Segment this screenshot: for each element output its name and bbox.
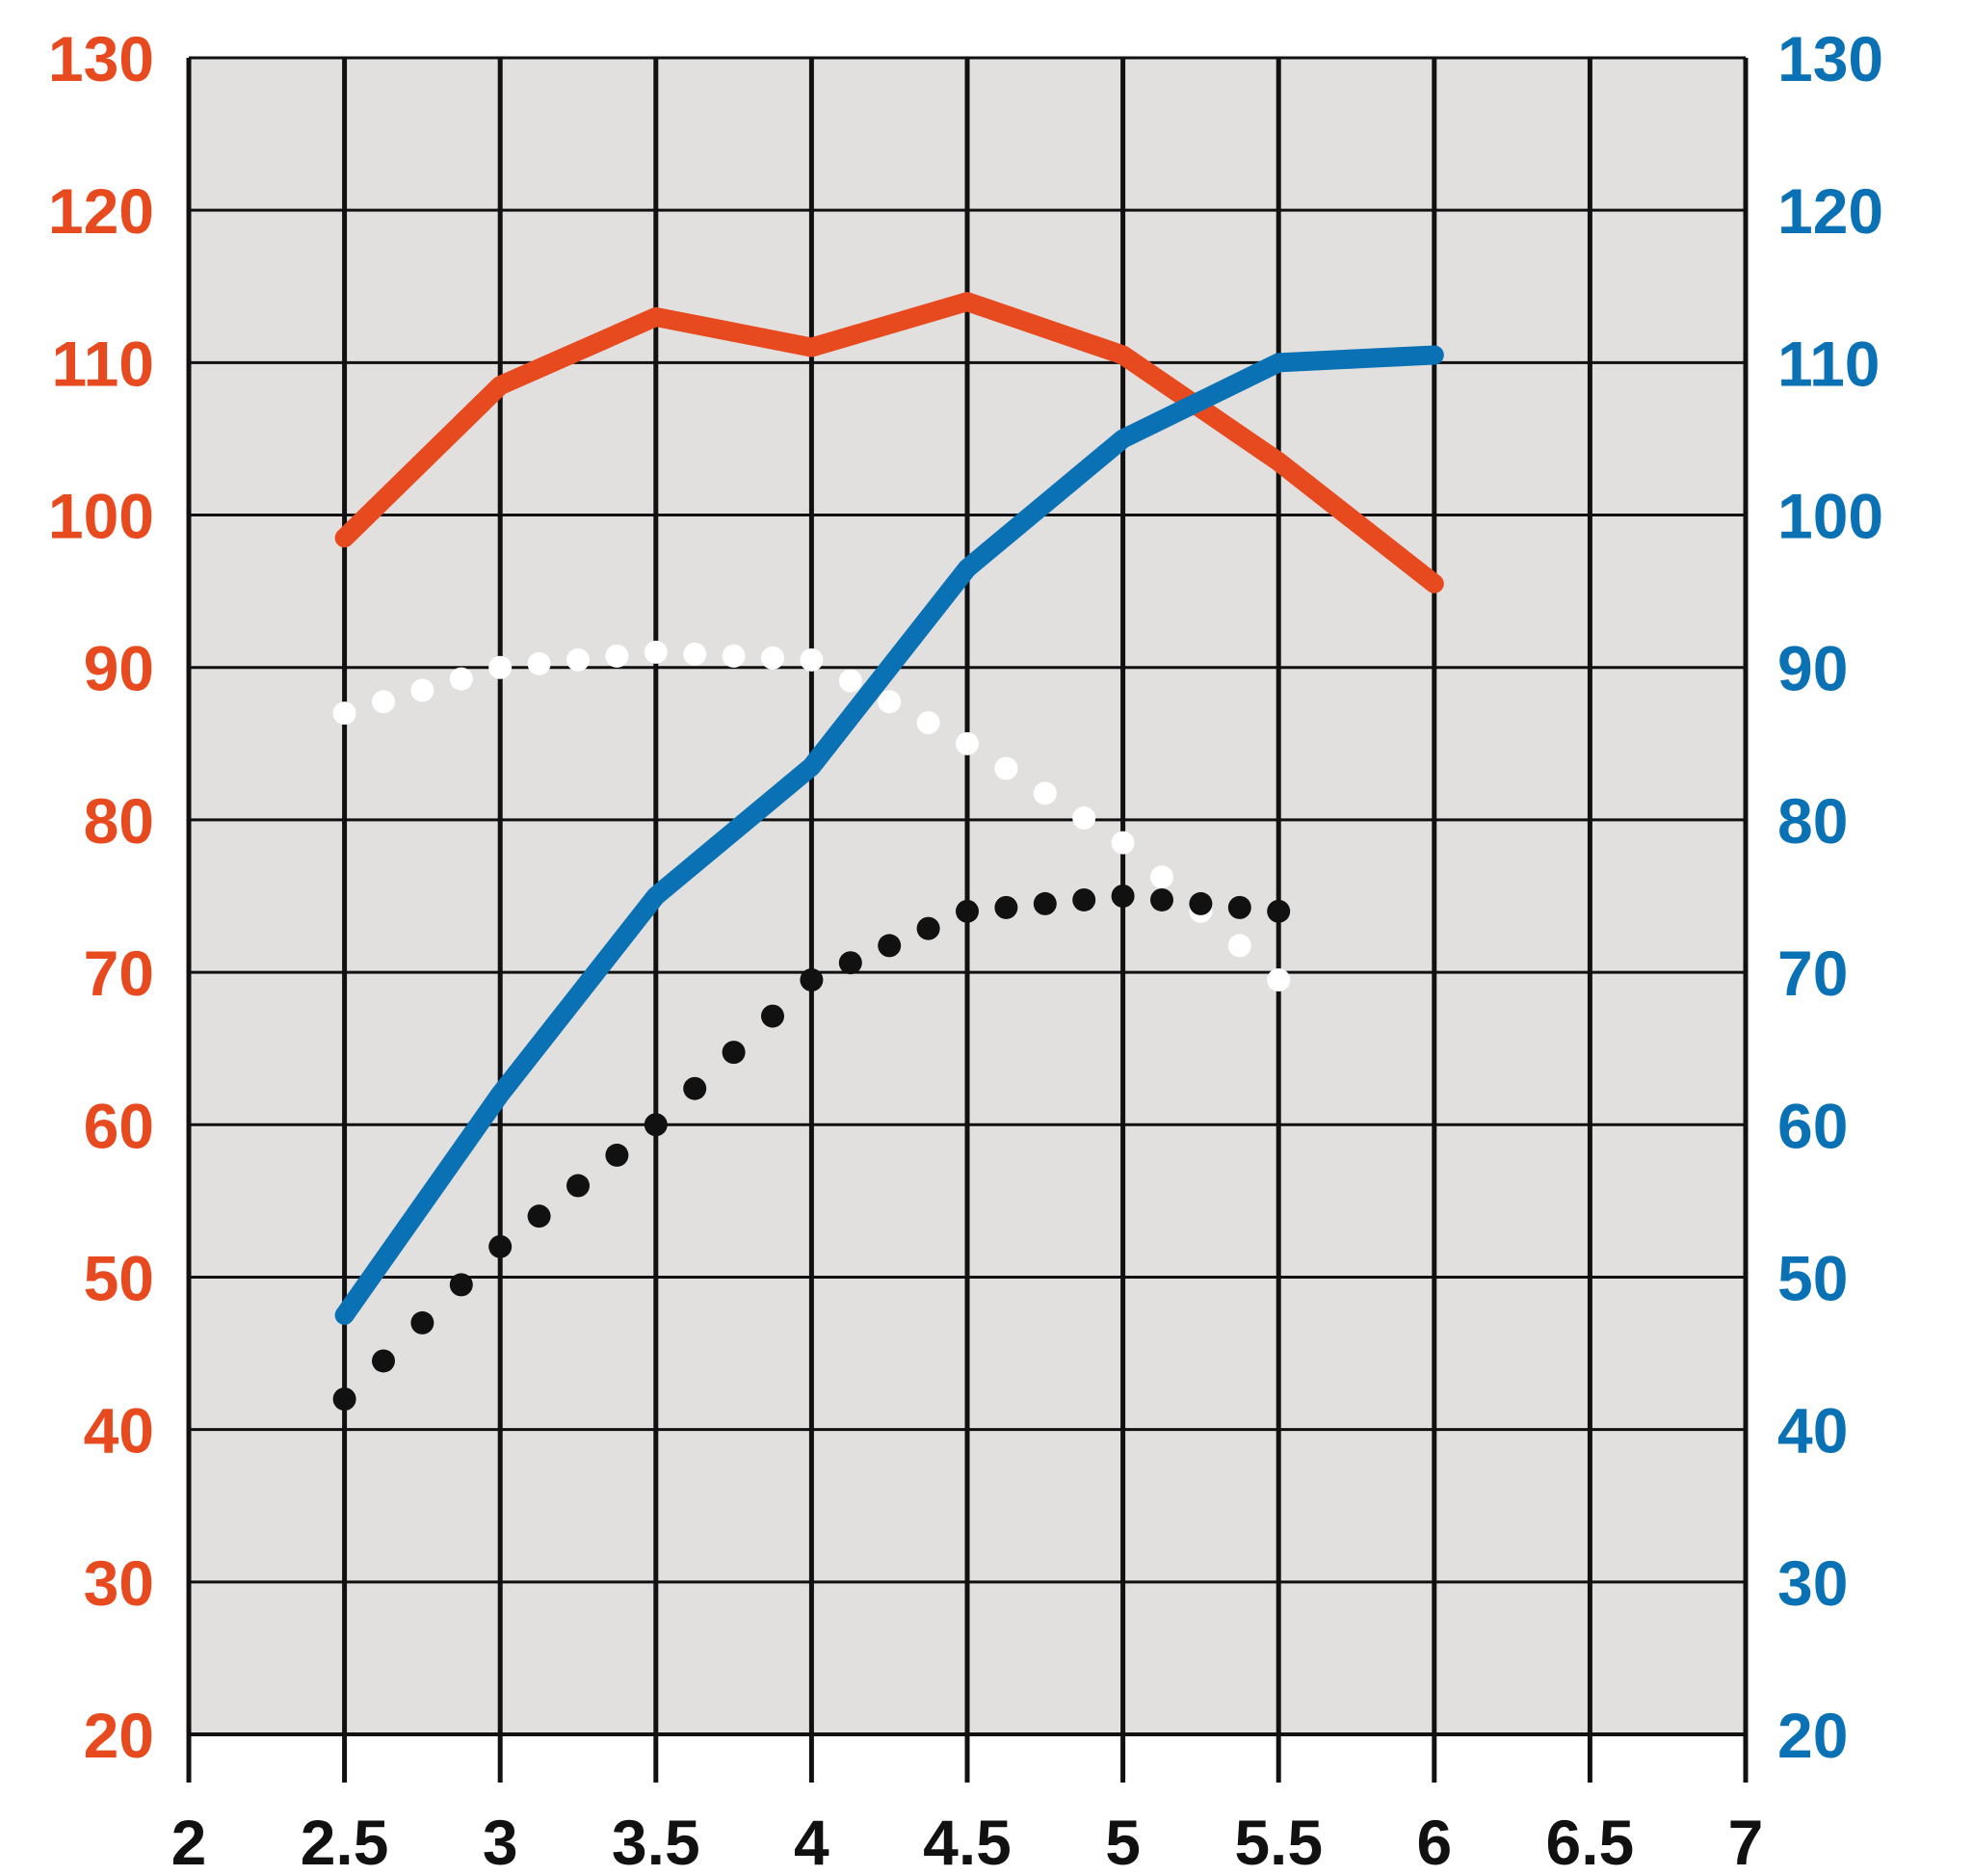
series-dot <box>1033 781 1057 806</box>
series-dot <box>722 644 746 668</box>
y-tick-label-left: 60 <box>84 1090 154 1161</box>
y-tick-label-left: 100 <box>48 481 154 552</box>
x-tick-label: 7 <box>1728 1807 1764 1876</box>
series-dot <box>644 1113 668 1137</box>
series-dot <box>1072 887 1096 912</box>
series-dot <box>332 1387 356 1411</box>
y-tick-label-right: 130 <box>1777 23 1883 94</box>
series-dot <box>1111 885 1135 908</box>
series-dots-3 <box>332 885 1291 1411</box>
y-tick-label-left: 30 <box>84 1547 154 1619</box>
series-dot <box>644 640 668 664</box>
y-tick-label-left: 130 <box>48 23 154 94</box>
y-tick-label-right: 110 <box>1777 328 1880 399</box>
series-dot <box>683 642 707 666</box>
y-tick-label-right: 90 <box>1777 633 1848 704</box>
series-dot <box>1227 895 1251 919</box>
y-tick-label-right: 120 <box>1777 175 1883 247</box>
series-dot <box>605 1143 629 1167</box>
series-dot <box>372 1349 395 1373</box>
series-dots-2 <box>332 640 1291 991</box>
series-dot <box>761 646 784 670</box>
y-tick-label-left: 50 <box>84 1242 154 1313</box>
series-dot <box>994 756 1018 780</box>
series-dot <box>449 1273 473 1297</box>
series-dot <box>800 968 824 991</box>
x-tick-label: 3 <box>483 1807 518 1876</box>
y-tick-label-right: 20 <box>1777 1700 1848 1771</box>
x-tick-label: 5 <box>1105 1807 1141 1876</box>
y-tick-label-left: 90 <box>84 633 154 704</box>
y-tick-label-left: 20 <box>84 1700 154 1771</box>
y-tick-label-right: 60 <box>1777 1090 1848 1161</box>
series-dot <box>916 711 940 735</box>
series-dot <box>1111 831 1135 855</box>
series-dot <box>372 690 395 714</box>
y-tick-label-right: 50 <box>1777 1242 1848 1313</box>
series-dot <box>1227 934 1251 958</box>
series-dot <box>566 1174 590 1198</box>
series-dot <box>332 701 356 726</box>
x-tick-label: 2 <box>171 1807 207 1876</box>
series-dot <box>683 1076 707 1100</box>
series-line-0 <box>334 292 1444 594</box>
series-dot <box>1267 899 1291 923</box>
series-dot <box>838 951 862 975</box>
series-dot <box>1150 865 1173 889</box>
y-tick-label-left: 110 <box>52 328 154 399</box>
series-dot <box>605 644 629 668</box>
y-tick-label-left: 120 <box>48 175 154 247</box>
y-tick-label-right: 70 <box>1777 938 1848 1009</box>
series-dot <box>878 690 902 714</box>
series-dot <box>449 667 473 691</box>
series-dot <box>994 895 1018 919</box>
x-tick-label: 6 <box>1416 1807 1452 1876</box>
y-tick-label-right: 80 <box>1777 785 1848 857</box>
series-dot <box>410 678 434 702</box>
series-dot <box>1072 806 1096 830</box>
series-dot <box>1033 891 1057 915</box>
series-dot <box>800 647 824 672</box>
x-tick-label: 2.5 <box>301 1807 389 1876</box>
y-tick-label-right: 30 <box>1777 1547 1848 1619</box>
x-tick-label: 3.5 <box>612 1807 700 1876</box>
y-tick-label-right: 40 <box>1777 1395 1848 1466</box>
series-dot <box>566 647 590 672</box>
series-dot <box>410 1310 434 1334</box>
series-dot <box>956 731 979 755</box>
series-dot <box>1189 891 1213 915</box>
x-tick-label: 4 <box>794 1807 829 1876</box>
series-dot <box>1150 887 1173 912</box>
series-dot <box>956 899 979 923</box>
y-tick-label-right: 100 <box>1777 481 1883 552</box>
series-dot <box>722 1041 746 1065</box>
series-dot <box>488 1234 513 1258</box>
series-dot <box>527 1204 551 1229</box>
x-tick-label: 5.5 <box>1234 1807 1323 1876</box>
series-dot <box>761 1004 784 1028</box>
series-dot <box>838 669 862 693</box>
x-tick-label: 4.5 <box>923 1807 1012 1876</box>
series-dot <box>527 651 551 675</box>
series-dot <box>488 655 513 679</box>
series-dot <box>916 916 940 940</box>
y-tick-label-left: 80 <box>84 785 154 857</box>
y-tick-label-left: 40 <box>84 1395 154 1466</box>
y-tick-label-left: 70 <box>84 938 154 1009</box>
series-dot <box>1267 968 1291 991</box>
x-tick-label: 6.5 <box>1546 1807 1635 1876</box>
series-line-1 <box>334 345 1444 1325</box>
series-dot <box>878 934 902 958</box>
